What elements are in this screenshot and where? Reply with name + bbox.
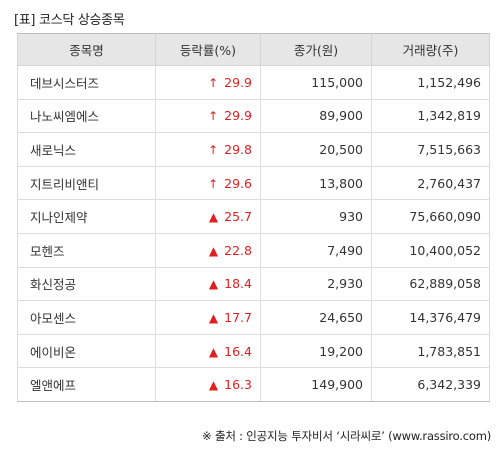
volume: 1,342,819: [371, 98, 490, 134]
volume: 1,783,851: [371, 333, 490, 369]
change-rate: 22.8: [224, 242, 252, 258]
close-price: 24,650: [260, 300, 372, 335]
table-row: 에이비온 ▲ 16.4 19,200 1,783,851: [17, 333, 490, 369]
change-rate-cell: ↑ 29.9: [155, 65, 261, 100]
up-triangle-icon: ▲: [208, 210, 219, 225]
volume: 62,889,058: [371, 266, 490, 302]
stock-name: 엘앤에프: [17, 367, 156, 402]
table-row: 새로닉스 ↑ 29.8 20,500 7,515,663: [17, 132, 490, 167]
change-rate: 18.4: [224, 276, 252, 292]
stock-table: 종목명 등락률(%) 종가(원) 거래량(주) 데브시스터즈 ↑ 29.9 115…: [17, 33, 490, 402]
table-row: 지트리비앤티 ↑ 29.6 13,800 2,760,437: [17, 165, 490, 201]
change-rate-cell: ▲ 18.4: [155, 266, 261, 302]
up-triangle-icon: ▲: [208, 310, 219, 325]
stock-name: 화신정공: [17, 266, 156, 302]
close-price: 930: [260, 199, 372, 234]
limit-up-arrow-icon: ↑: [208, 176, 219, 191]
volume: 7,515,663: [371, 132, 490, 167]
limit-up-arrow-icon: ↑: [208, 142, 219, 157]
change-rate: 16.4: [224, 343, 252, 359]
table-row: 모헨즈 ▲ 22.8 7,490 10,400,052: [17, 232, 490, 268]
change-rate: 29.6: [224, 175, 252, 191]
volume: 14,376,479: [371, 300, 490, 335]
volume: 6,342,339: [371, 367, 490, 402]
stock-name: 아모센스: [17, 300, 156, 335]
stock-name: 지트리비앤티: [17, 165, 156, 201]
change-rate: 29.9: [224, 74, 252, 90]
source-note: ※ 출처 : 인공지능 투자비서 ‘시라씨로’ (www.rassiro.com…: [202, 429, 491, 443]
up-triangle-icon: ▲: [208, 277, 219, 292]
change-rate-cell: ▲ 16.4: [155, 333, 261, 369]
up-triangle-icon: ▲: [208, 243, 219, 258]
change-rate: 16.3: [224, 377, 252, 393]
change-rate: 29.8: [224, 141, 252, 157]
change-rate-cell: ▲ 25.7: [155, 199, 261, 234]
close-price: 7,490: [260, 232, 372, 268]
close-price: 115,000: [260, 65, 372, 100]
change-rate: 29.9: [224, 108, 252, 124]
change-rate-cell: ↑ 29.9: [155, 98, 261, 134]
close-price: 89,900: [260, 98, 372, 134]
change-rate-cell: ▲ 17.7: [155, 300, 261, 335]
change-rate-cell: ↑ 29.8: [155, 132, 261, 167]
close-price: 19,200: [260, 333, 372, 369]
stock-table-container: 종목명 등락률(%) 종가(원) 거래량(주) 데브시스터즈 ↑ 29.9 115…: [17, 33, 490, 402]
stock-name: 에이비온: [17, 333, 156, 369]
table-title: [표] 코스닥 상승종목: [14, 13, 125, 28]
limit-up-arrow-icon: ↑: [208, 75, 219, 90]
volume: 75,660,090: [371, 199, 490, 234]
volume: 10,400,052: [371, 232, 490, 268]
change-rate: 17.7: [224, 309, 252, 325]
up-triangle-icon: ▲: [208, 378, 219, 393]
table-row: 엘앤에프 ▲ 16.3 149,900 6,342,339: [17, 367, 490, 402]
close-price: 20,500: [260, 132, 372, 167]
close-price: 149,900: [260, 367, 372, 402]
header-price: 종가(원): [260, 33, 372, 66]
close-price: 13,800: [260, 165, 372, 201]
volume: 2,760,437: [371, 165, 490, 201]
change-rate-cell: ↑ 29.6: [155, 165, 261, 201]
table-header-row: 종목명 등락률(%) 종가(원) 거래량(주): [17, 33, 490, 66]
header-name: 종목명: [17, 33, 156, 66]
change-rate-cell: ▲ 16.3: [155, 367, 261, 402]
change-rate: 25.7: [224, 209, 252, 225]
change-rate-cell: ▲ 22.8: [155, 232, 261, 268]
stock-name: 지나인제약: [17, 199, 156, 234]
stock-name: 나노씨엠에스: [17, 98, 156, 134]
volume: 1,152,496: [371, 65, 490, 100]
table-row: 나노씨엠에스 ↑ 29.9 89,900 1,342,819: [17, 98, 490, 134]
close-price: 2,930: [260, 266, 372, 302]
table-row: 화신정공 ▲ 18.4 2,930 62,889,058: [17, 266, 490, 302]
stock-name: 데브시스터즈: [17, 65, 156, 100]
header-volume: 거래량(주): [371, 33, 490, 66]
stock-name: 새로닉스: [17, 132, 156, 167]
table-row: 아모센스 ▲ 17.7 24,650 14,376,479: [17, 300, 490, 335]
limit-up-arrow-icon: ↑: [208, 109, 219, 124]
up-triangle-icon: ▲: [208, 344, 219, 359]
table-row: 지나인제약 ▲ 25.7 930 75,660,090: [17, 199, 490, 234]
stock-name: 모헨즈: [17, 232, 156, 268]
header-rate: 등락률(%): [155, 33, 261, 66]
table-row: 데브시스터즈 ↑ 29.9 115,000 1,152,496: [17, 65, 490, 100]
